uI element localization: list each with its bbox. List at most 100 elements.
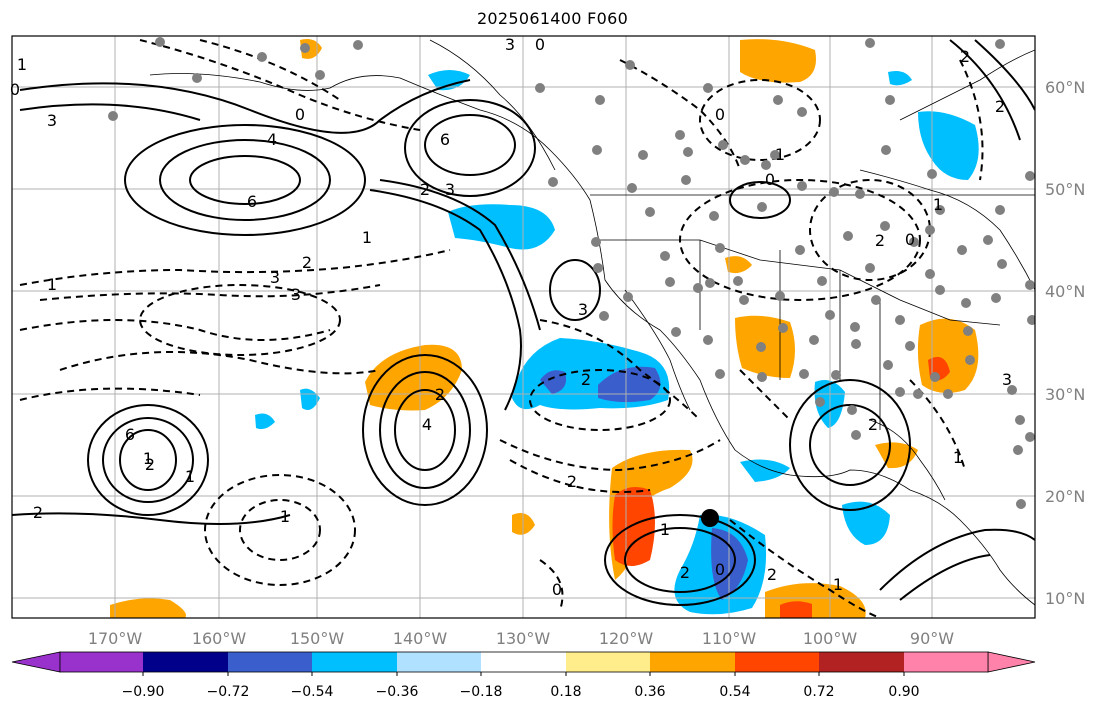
map-frame xyxy=(11,35,1036,619)
colorbar-tick-label: 0.36 xyxy=(634,684,665,700)
colorbar-extend-low xyxy=(11,651,61,673)
contour-label: 1 xyxy=(933,195,943,214)
contour-label: 0 xyxy=(715,560,725,579)
contour-label: 0 xyxy=(905,230,915,249)
contour-label: 3 xyxy=(445,180,455,199)
shade-red-100w-9n xyxy=(780,601,812,618)
contour-label: 1 xyxy=(833,575,843,594)
shade-orange-165w-9n xyxy=(110,598,186,618)
contour-label: 0 xyxy=(535,35,545,54)
shade-blue-140w-62n xyxy=(428,70,470,91)
shade-blue-135w-47n xyxy=(448,204,555,250)
contours-positive xyxy=(12,39,1035,606)
contour-label: 0 xyxy=(765,170,775,189)
contour-label: 1 xyxy=(362,228,372,247)
lon-tick-label: 110°W xyxy=(702,629,757,648)
colorbar-tick-label: 0.18 xyxy=(550,684,581,700)
colorbar-bin xyxy=(819,652,904,672)
colorbar-bin xyxy=(312,652,397,672)
contour-label: 2 xyxy=(420,180,430,199)
shade-red-118w-16n xyxy=(612,486,655,566)
contour-label: 2 xyxy=(868,415,878,434)
lat-tick-label: 30°N xyxy=(1045,385,1085,404)
colorbar-tick-label: 0.90 xyxy=(888,684,919,700)
colorbar-tick-label: −0.54 xyxy=(291,684,334,700)
contour-label: 6 xyxy=(125,425,135,444)
contour-label: 0 xyxy=(295,105,305,124)
shade-blue-105w-22n xyxy=(740,459,790,482)
contour-label: 0 xyxy=(552,580,562,599)
lon-tick-label: 100°W xyxy=(803,629,858,648)
shade-orange-105w-62n xyxy=(740,39,816,83)
lat-tick-label: 50°N xyxy=(1045,180,1085,199)
contour-label: 2 xyxy=(581,370,591,389)
shade-darkblue-125w-30n xyxy=(540,370,567,394)
contour-label: 6 xyxy=(440,130,450,149)
colorbar-bin xyxy=(904,652,988,672)
contour-label: 4 xyxy=(422,415,432,434)
contour-label: 2 xyxy=(567,472,577,491)
contour-label: 3 xyxy=(505,35,515,54)
shade-blue-90w-63n xyxy=(888,71,912,86)
contour-label: 3 xyxy=(291,285,301,304)
station-dots xyxy=(108,37,1035,509)
colorbar-bin xyxy=(228,652,312,672)
contour-label: 1 xyxy=(280,507,290,526)
contour-label: 0 xyxy=(10,80,20,99)
colorbar-bin xyxy=(481,652,566,672)
latitude-labels: 60°N 50°N 40°N 30°N 20°N 10°N xyxy=(1045,78,1085,608)
lon-tick-label: 160°W xyxy=(192,629,247,648)
contour-label: 2 xyxy=(960,47,970,66)
contour-label: 3 xyxy=(578,300,588,319)
colorbar-tick-label: −0.72 xyxy=(207,684,250,700)
lat-tick-label: 60°N xyxy=(1045,78,1085,97)
contour-label: 3 xyxy=(1002,370,1012,389)
lon-tick-label: 170°W xyxy=(88,629,143,648)
contour-label: 6 xyxy=(247,192,257,211)
contour-label: 1 xyxy=(143,449,153,468)
lon-tick-label: 140°W xyxy=(393,629,448,648)
contour-label: 1 xyxy=(660,520,670,539)
colorbar xyxy=(11,651,1036,676)
contour-label: 1 xyxy=(953,448,963,467)
contour-label: 3 xyxy=(47,111,57,130)
contour-label: 2 xyxy=(875,231,885,250)
colorbar-extend-high xyxy=(987,651,1036,673)
colorbar-bin xyxy=(60,652,143,672)
lat-tick-label: 10°N xyxy=(1045,589,1085,608)
colorbar-tick-label: −0.36 xyxy=(376,684,419,700)
colorbar-frame xyxy=(59,651,989,673)
lat-tick-label: 40°N xyxy=(1045,282,1085,301)
storm-center-marker xyxy=(701,509,719,527)
contour-label: 2 xyxy=(680,563,690,582)
contour-label: 1 xyxy=(17,55,27,74)
contour-label: 1 xyxy=(185,467,195,486)
shade-blue-88w-55n xyxy=(918,111,979,180)
lon-tick-label: 130°W xyxy=(496,629,551,648)
colorbar-bin xyxy=(735,652,819,672)
colorbar-bin xyxy=(650,652,735,672)
longitude-labels: 170°W 160°W 150°W 140°W 130°W 120°W 110°… xyxy=(88,629,954,648)
lon-tick-label: 120°W xyxy=(599,629,654,648)
contour-label: 2 xyxy=(435,385,445,404)
contour-label: 2 xyxy=(302,253,312,272)
contour-label: 0 xyxy=(715,105,725,124)
colorbar-tick-label: −0.18 xyxy=(460,684,503,700)
lon-tick-label: 150°W xyxy=(290,629,345,648)
contour-label: 1 xyxy=(775,145,785,164)
contour-label: 2 xyxy=(33,503,43,522)
contour-label: 2 xyxy=(995,97,1005,116)
colorbar-tick-label: 0.54 xyxy=(719,684,750,700)
shade-blue-95w-16n xyxy=(842,501,890,545)
lat-tick-label: 20°N xyxy=(1045,487,1085,506)
contour-label: 2 xyxy=(145,455,155,474)
shade-orange-108w-42n xyxy=(725,256,752,274)
map-title: 2025061400 F060 xyxy=(476,9,629,28)
contour-label: 4 xyxy=(267,130,277,149)
shade-blue-155w-25n xyxy=(255,413,275,430)
shade-darkblue-112w-30n xyxy=(598,366,661,403)
colorbar-tick-label: 0.72 xyxy=(803,684,834,700)
contours-negative xyxy=(19,39,984,618)
